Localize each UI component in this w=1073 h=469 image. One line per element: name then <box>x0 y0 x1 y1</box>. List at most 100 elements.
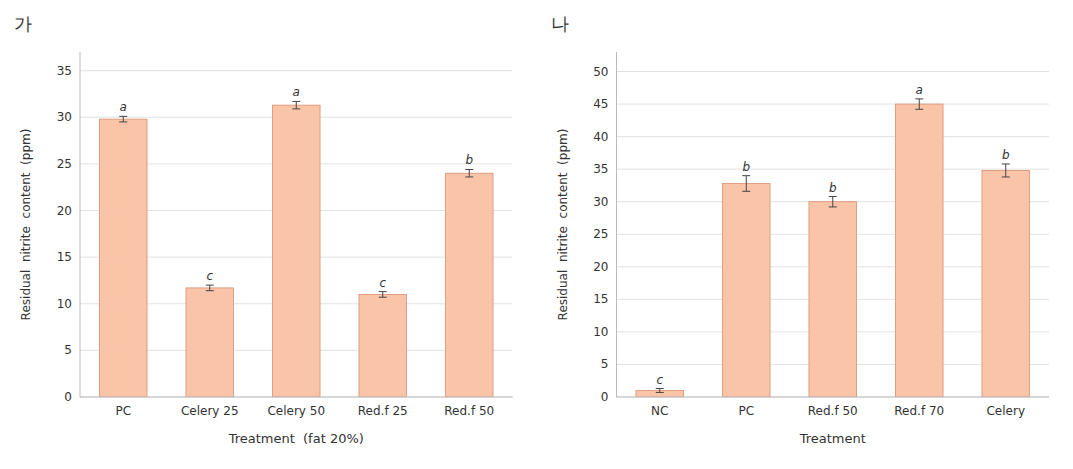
y-tick-label: 15 <box>57 250 72 264</box>
error-stem <box>919 99 920 109</box>
significance-letter: c <box>656 373 663 387</box>
x-tick-label: PC <box>115 404 131 418</box>
y-tick-label: 0 <box>601 390 609 404</box>
y-axis-line <box>80 52 81 397</box>
error-cap <box>206 290 214 291</box>
x-tick-label: Celery 50 <box>267 404 325 418</box>
error-stem <box>296 101 297 108</box>
error-cap <box>656 388 664 389</box>
significance-letter: b <box>829 181 837 195</box>
title: 나 <box>551 13 569 34</box>
title: 가 <box>14 13 32 34</box>
error-stem <box>1005 164 1006 177</box>
y-tick-label: 10 <box>593 325 608 339</box>
error-cap <box>465 169 473 170</box>
y-tick-label: 40 <box>593 130 608 144</box>
error-cap <box>915 109 923 110</box>
grid-line <box>80 70 513 71</box>
error-bar <box>379 292 387 298</box>
x-axis-label: Treatment <box>799 431 866 446</box>
x-tick-label: Red.f 50 <box>808 404 858 418</box>
y-axis-line <box>616 52 617 397</box>
significance-letter: c <box>206 269 213 283</box>
error-stem <box>832 197 833 207</box>
marks <box>99 101 493 397</box>
y-tick-label: 20 <box>593 260 608 274</box>
error-cap <box>119 121 127 122</box>
grid-line <box>617 104 1050 105</box>
bar <box>809 202 857 397</box>
x-tick-label: Red.f 70 <box>894 404 944 418</box>
significance-letter: c <box>379 276 386 290</box>
bar <box>272 105 320 397</box>
error-bar <box>1002 164 1010 177</box>
error-cap <box>292 101 300 102</box>
y-tick-label: 35 <box>57 64 72 78</box>
error-cap <box>1002 176 1010 177</box>
y-tick-label: 45 <box>593 97 608 111</box>
error-bar <box>829 197 837 207</box>
y-tick-label: 25 <box>593 227 608 241</box>
bar <box>982 170 1030 397</box>
x-tick-label: Red.f 50 <box>444 404 494 418</box>
bar <box>445 173 493 397</box>
error-stem <box>746 176 747 192</box>
error-bar <box>742 176 750 192</box>
error-bar <box>915 99 923 109</box>
error-stem <box>382 292 383 298</box>
y-axis-label: Residual nitrite content (ppm) <box>19 129 33 321</box>
error-cap <box>119 116 127 117</box>
panel: 나05101520253035404550cbbabNCPCRed.f 50Re… <box>551 13 1050 446</box>
error-cap <box>1002 163 1010 164</box>
error-cap <box>379 297 387 298</box>
grid-line <box>617 136 1050 137</box>
x-tick-label: NC <box>651 404 668 418</box>
significance-letter: a <box>293 85 300 99</box>
y-tick-label: 30 <box>593 195 608 209</box>
bar <box>722 183 770 397</box>
grid-line <box>80 397 513 398</box>
bar <box>186 288 234 397</box>
grid-line <box>617 397 1050 398</box>
error-cap <box>292 108 300 109</box>
marks <box>636 99 1030 397</box>
y-axis-label: Residual nitrite content (ppm) <box>556 129 570 321</box>
y-tick-label: 30 <box>57 110 72 124</box>
error-cap <box>915 98 923 99</box>
y-tick-label: 50 <box>593 65 608 79</box>
error-cap <box>656 392 664 393</box>
x-axis-line <box>80 397 513 398</box>
y-tick-label: 10 <box>57 297 72 311</box>
y-tick-label: 25 <box>57 157 72 171</box>
x-tick-label: Red.f 25 <box>358 404 408 418</box>
error-cap <box>829 206 837 207</box>
error-stem <box>659 389 660 393</box>
y-tick-label: 15 <box>593 292 608 306</box>
y-tick-label: 20 <box>57 204 72 218</box>
x-axis-label: Treatment (fat 20%) <box>228 431 364 446</box>
error-stem <box>123 116 124 122</box>
error-stem <box>469 169 470 176</box>
bar <box>359 294 407 397</box>
error-cap <box>206 285 214 286</box>
error-cap <box>742 175 750 176</box>
error-stem <box>209 285 210 291</box>
error-cap <box>379 291 387 292</box>
y-tick-label: 35 <box>593 162 608 176</box>
error-bar <box>465 169 473 176</box>
error-bar <box>656 389 664 393</box>
significance-letter: b <box>465 153 473 167</box>
x-tick-label: PC <box>738 404 754 418</box>
bar <box>895 104 943 397</box>
panel: 가05101520253035acacbPCCelery 25Celery 50… <box>14 13 513 446</box>
error-cap <box>829 196 837 197</box>
grid-line <box>617 169 1050 170</box>
significance-letter: b <box>1002 148 1010 162</box>
bar <box>99 119 147 397</box>
x-axis-line <box>617 397 1050 398</box>
error-bar <box>292 101 300 108</box>
significance-letter: a <box>120 100 127 114</box>
significance-letter: b <box>742 160 750 174</box>
significance-letter: a <box>916 83 923 97</box>
figure: 가05101520253035acacbPCCelery 25Celery 50… <box>0 0 1073 469</box>
